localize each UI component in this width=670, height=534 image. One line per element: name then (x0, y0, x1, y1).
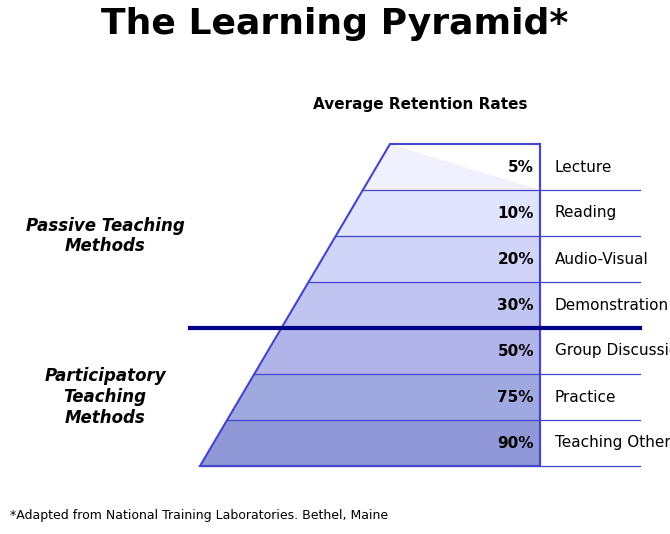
Text: 10%: 10% (498, 206, 534, 221)
Text: 75%: 75% (498, 389, 534, 404)
Text: *Adapted from National Training Laboratories. Bethel, Maine: *Adapted from National Training Laborato… (10, 509, 388, 522)
Polygon shape (200, 420, 540, 466)
Text: Average Retention Rates: Average Retention Rates (313, 97, 527, 112)
Polygon shape (255, 328, 540, 374)
Text: Reading: Reading (555, 206, 617, 221)
Polygon shape (363, 144, 540, 190)
Polygon shape (336, 190, 540, 236)
Text: 30%: 30% (498, 297, 534, 312)
Text: 50%: 50% (498, 343, 534, 358)
Text: 5%: 5% (508, 160, 534, 175)
Text: Demonstration: Demonstration (555, 297, 669, 312)
Text: Group Discussion: Group Discussion (555, 343, 670, 358)
Text: Audio-Visual: Audio-Visual (555, 252, 649, 266)
Polygon shape (281, 282, 540, 328)
Text: Passive Teaching
Methods: Passive Teaching Methods (25, 217, 184, 255)
Polygon shape (227, 374, 540, 420)
Text: Teaching Others: Teaching Others (555, 436, 670, 451)
Text: The Learning Pyramid*: The Learning Pyramid* (101, 7, 569, 41)
Polygon shape (309, 236, 540, 282)
Text: Lecture: Lecture (555, 160, 612, 175)
Text: Participatory
Teaching
Methods: Participatory Teaching Methods (44, 367, 165, 427)
Text: 20%: 20% (497, 252, 534, 266)
Text: Practice: Practice (555, 389, 616, 404)
Text: 90%: 90% (498, 436, 534, 451)
